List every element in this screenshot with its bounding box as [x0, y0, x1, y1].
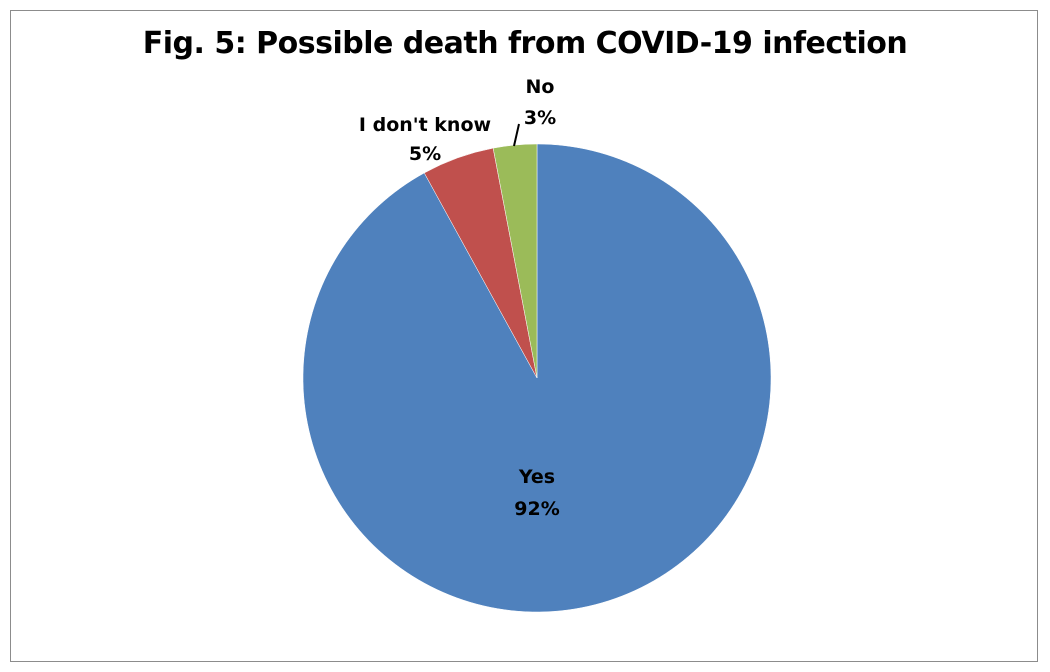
- pie-slices: [302, 143, 772, 613]
- data-label-no-value: 3%: [524, 107, 556, 129]
- chart-title: Fig. 5: Possible death from COVID-19 inf…: [142, 26, 908, 61]
- data-label-idk-value: 5%: [409, 143, 441, 165]
- data-label-yes-value: 92%: [514, 498, 559, 520]
- data-label-no-category: No: [526, 76, 555, 98]
- data-label-idk-category: I don't know: [359, 114, 491, 136]
- data-label-yes-category: Yes: [518, 466, 555, 488]
- leader-line-no: [513, 123, 520, 147]
